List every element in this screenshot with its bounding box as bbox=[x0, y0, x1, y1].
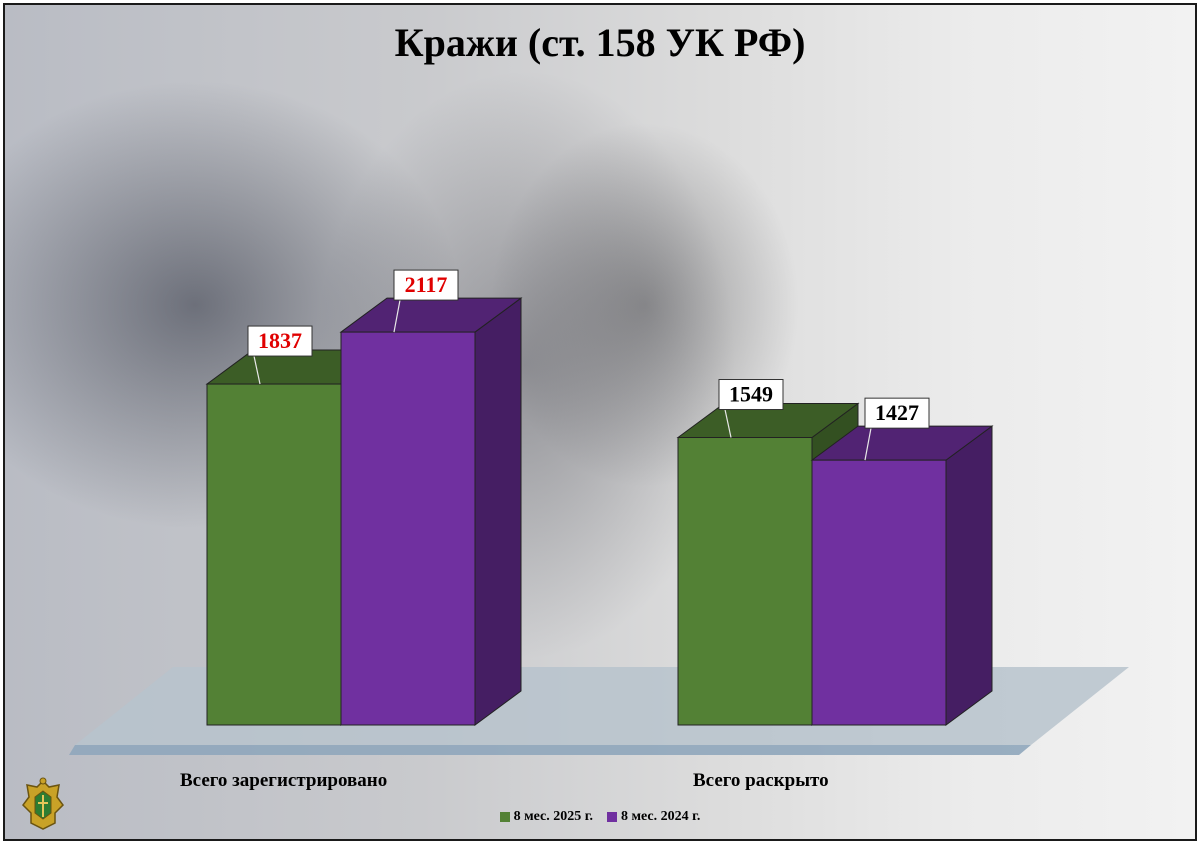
leader-line-0-1 bbox=[393, 299, 401, 333]
data-label-box-0-0 bbox=[247, 325, 313, 357]
data-label-0-0: 1837 bbox=[258, 328, 302, 353]
chart-frame: 1837 2117 1549 1427 Кражи (ст. 158 УК РФ) В… bbox=[3, 3, 1197, 841]
leader-line-1-1 bbox=[864, 428, 872, 461]
category-label-registered: Всего зарегистрировано bbox=[180, 770, 388, 791]
data-label-1-0: 1549 bbox=[729, 382, 773, 407]
bar-side-0-1 bbox=[474, 297, 522, 726]
chart-legend: 8 мес. 2025 г. 8 мес. 2024 г. bbox=[5, 809, 1195, 825]
bar-0-1 bbox=[340, 331, 476, 726]
bar-1-0 bbox=[677, 437, 813, 726]
category-label-solved: Всего раскрыто bbox=[693, 770, 829, 791]
leader-line-1-0 bbox=[724, 409, 732, 438]
data-label-box-1-1 bbox=[864, 397, 930, 429]
bar-0-0 bbox=[206, 383, 342, 726]
legend-item-2025: 8 мес. 2025 г. bbox=[499, 809, 593, 825]
data-label-box-1-0 bbox=[718, 379, 784, 411]
leader-line-0-0 bbox=[253, 355, 261, 385]
bar-side-1-1 bbox=[945, 425, 993, 726]
legend-item-2024: 8 мес. 2024 г. bbox=[607, 809, 700, 825]
data-label-box-0-1 bbox=[393, 269, 459, 301]
chart-canvas: 1837 2117 1549 1427 bbox=[69, 269, 1129, 755]
chart-title: Кражи (ст. 158 УК РФ) bbox=[394, 20, 806, 65]
legend-swatch-2025 bbox=[499, 812, 510, 822]
prosecutor-emblem-icon bbox=[22, 777, 64, 830]
legend-label-2025: 8 мес. 2025 г. bbox=[513, 809, 593, 824]
data-label-0-1: 2117 bbox=[405, 272, 448, 297]
chart-floor-edge bbox=[69, 745, 1031, 755]
legend-swatch-2024 bbox=[607, 812, 617, 822]
data-label-1-1: 1427 bbox=[875, 400, 919, 425]
bar-1-1 bbox=[811, 459, 947, 726]
legend-label-2024: 8 мес. 2024 г. bbox=[621, 809, 701, 824]
